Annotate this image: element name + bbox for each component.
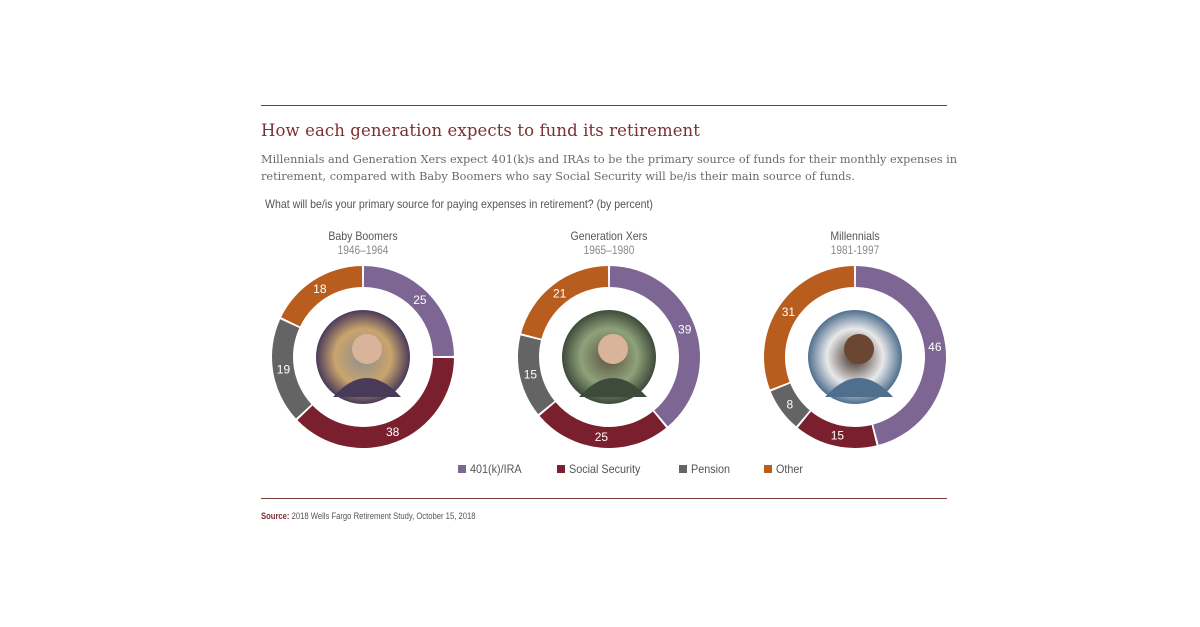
donut-segment-other bbox=[521, 266, 609, 339]
donut-segment-pension bbox=[518, 335, 555, 415]
donut-value-label: 31 bbox=[782, 305, 796, 319]
generation-years: 1965–1980 bbox=[583, 245, 635, 257]
donut-value-label: 25 bbox=[595, 430, 609, 444]
bottom-divider bbox=[261, 498, 947, 499]
generation-years: 1946–1964 bbox=[337, 245, 389, 257]
donut-segment-social-security bbox=[797, 411, 877, 448]
chart-question: What will be/is your primary source for … bbox=[265, 197, 653, 211]
legend-item-pension: Pension bbox=[678, 462, 734, 476]
legend-item-social-security: Social Security bbox=[557, 462, 648, 476]
donut-segment-other bbox=[281, 266, 363, 327]
donut-segment-social-security bbox=[539, 402, 667, 448]
donut-segment-401-k-ira bbox=[363, 266, 454, 357]
donut-chart-millennials: 46 15 8 31 bbox=[764, 266, 947, 448]
top-divider bbox=[261, 105, 947, 106]
generation-header-millennials: Millennials 1981-1997 bbox=[775, 229, 935, 257]
generation-years: 1981-1997 bbox=[830, 245, 880, 257]
donut-segment-pension bbox=[770, 383, 810, 427]
generation-header-baby-boomers: Baby Boomers 1946–1964 bbox=[283, 229, 443, 257]
donut-value-label: 38 bbox=[386, 425, 400, 439]
donut-value-label: 15 bbox=[524, 368, 538, 382]
donut-segment-other bbox=[764, 266, 855, 390]
donut-segment-401-k-ira bbox=[609, 266, 700, 427]
source-label: Source: bbox=[261, 511, 290, 521]
generation-name: Baby Boomers bbox=[328, 229, 398, 243]
donut-value-label: 19 bbox=[277, 363, 291, 377]
donut-value-label: 46 bbox=[928, 340, 942, 354]
donut-chart-gen-x: 39 25 15 21 bbox=[518, 266, 700, 448]
donut-value-label: 25 bbox=[413, 293, 427, 307]
donut-segment-social-security bbox=[297, 357, 454, 449]
legend-swatch bbox=[557, 465, 566, 473]
generation-name: Millennials bbox=[830, 229, 880, 243]
legend-swatch bbox=[764, 465, 773, 473]
generation-header-gen-x: Generation Xers 1965–1980 bbox=[529, 229, 689, 257]
donut-value-label: 15 bbox=[831, 429, 845, 443]
donut-chart-baby-boomers: 25 38 19 18 bbox=[272, 266, 454, 449]
legend-swatch bbox=[458, 465, 466, 473]
chart-description: Millennials and Generation Xers expect 4… bbox=[261, 153, 958, 183]
legend-item-other: Other bbox=[764, 462, 806, 476]
source-text: 2018 Wells Fargo Retirement Study, Octob… bbox=[291, 511, 476, 521]
donut-value-label: 8 bbox=[787, 397, 794, 411]
legend-swatch bbox=[678, 465, 687, 473]
donut-value-label: 21 bbox=[553, 286, 567, 300]
legend-item-401k-ira: 401(k)/IRA bbox=[458, 462, 527, 476]
donut-value-label: 39 bbox=[678, 323, 692, 337]
woman-with-coffee-photo bbox=[808, 310, 902, 404]
donut-segment-401-k-ira bbox=[855, 266, 947, 445]
chart-title: How each generation expects to fund its … bbox=[261, 121, 701, 140]
donut-value-label: 18 bbox=[313, 282, 327, 296]
source-note: Source: 2018 Wells Fargo Retirement Stud… bbox=[261, 511, 475, 521]
generation-name: Generation Xers bbox=[570, 229, 648, 243]
senior-couple-photo bbox=[316, 310, 410, 404]
chart-legend: 401(k)/IRA Social Security Pension Other bbox=[458, 462, 836, 476]
donut-segment-pension bbox=[272, 319, 312, 419]
man-outdoors-photo bbox=[562, 310, 656, 404]
